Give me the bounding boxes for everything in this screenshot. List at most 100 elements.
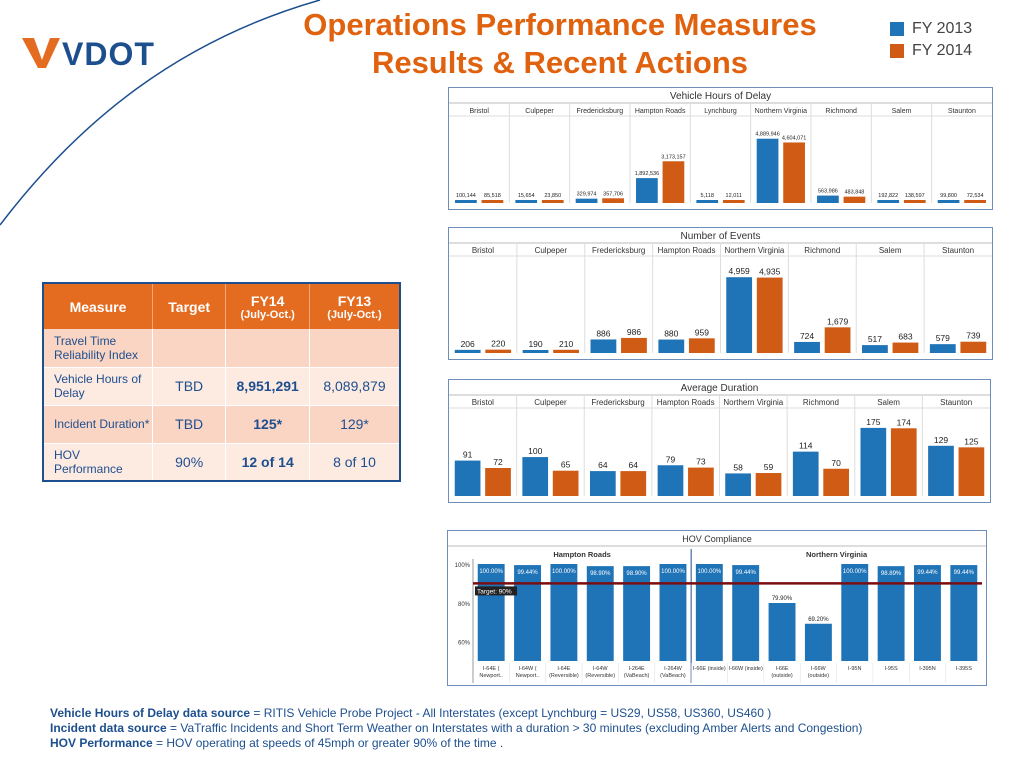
hov-bar-i-66w-outside xyxy=(804,623,832,661)
data-label-culpeper-fy-2014: 23,850 xyxy=(544,193,561,199)
data-label-bristol-fy-2014: 220 xyxy=(491,339,505,349)
data-label-fredericksburg-fy-2013: 64 xyxy=(598,460,608,470)
category-label-richmond: Richmond xyxy=(804,246,840,255)
data-label-salem-fy-2014: 683 xyxy=(898,332,912,342)
bar-salem-fy-2014 xyxy=(903,200,926,203)
hov-category-line: I-395N xyxy=(919,666,936,672)
hov-category-i-264w-vabeach: I-264W (VaBeach) xyxy=(660,666,686,679)
bar-culpeper-fy-2013 xyxy=(522,350,549,353)
bar-hampton-roads-fy-2014 xyxy=(662,161,685,203)
bar-staunton-fy-2014 xyxy=(960,341,987,353)
bar-richmond-fy-2014 xyxy=(843,196,866,203)
hov-category-line: I-95S xyxy=(885,666,898,672)
data-label-fredericksburg-fy-2013: 329,974 xyxy=(577,192,597,198)
data-label-richmond-fy-2014: 70 xyxy=(831,458,841,468)
bar-staunton-fy-2014 xyxy=(964,200,986,203)
category-label-salem: Salem xyxy=(892,108,912,115)
hov-value-i-66e-outside: 79.90% xyxy=(772,596,793,602)
data-label-culpeper-fy-2013: 100 xyxy=(528,446,542,456)
data-label-bristol-fy-2013: 206 xyxy=(461,339,475,349)
data-label-lynchburg-fy-2013: 5,118 xyxy=(701,193,714,199)
header-fy14-sub: (July-Oct.) xyxy=(240,308,295,321)
header-fy13: FY13 (July-Oct.) xyxy=(309,283,401,329)
data-label-salem-fy-2014: 138,597 xyxy=(905,193,925,199)
target-label-box xyxy=(475,586,517,596)
footer-hov-heading: HOV Performance xyxy=(50,736,153,750)
bar-northern-virginia-fy-2013 xyxy=(756,138,779,203)
data-label-culpeper-fy-2013: 15,654 xyxy=(518,193,535,199)
hov-bar-i-395n xyxy=(914,565,941,661)
cell-fy14: 12 of 14 xyxy=(225,443,310,482)
hov-category-i-64w-newport: I-64W (Newport.. xyxy=(516,666,540,679)
hov-value-i-264e-vabeach: 98.90% xyxy=(626,571,647,577)
data-label-northern-virginia-fy-2014: 4,604,071 xyxy=(782,135,806,141)
hov-category-line: I-66E xyxy=(775,666,788,672)
cell-measure: Travel Time Reliability Index xyxy=(43,329,153,368)
vdot-logo: VDOT xyxy=(20,34,170,72)
data-label-fredericksburg-fy-2013: 886 xyxy=(596,328,610,338)
hov-category-i-66w-inside: I-66W (inside) xyxy=(729,666,763,672)
hov-category-line: I-66E (inside) xyxy=(693,666,726,672)
category-label-northern-virginia: Northern Virginia xyxy=(723,398,783,407)
footer-delay-heading: Vehicle Hours of Delay data source xyxy=(50,706,251,720)
hov-bar-i-264e-vabeach xyxy=(623,566,651,661)
data-label-salem-fy-2013: 192,822 xyxy=(878,193,898,199)
cell-fy14: 8,951,291 xyxy=(225,367,310,406)
data-label-culpeper-fy-2013: 190 xyxy=(528,339,542,349)
cell-fy13: 129* xyxy=(309,405,401,444)
category-label-staunton: Staunton xyxy=(948,108,976,115)
category-label-staunton: Staunton xyxy=(940,398,972,407)
hov-value-i-64w-reversible: 98.90% xyxy=(590,571,611,577)
header-fy14-label: FY14 xyxy=(250,292,285,309)
footer-line-incident: Incident data source = VaTraffic Inciden… xyxy=(50,721,862,736)
category-label-richmond: Richmond xyxy=(825,108,857,115)
data-label-bristol-fy-2013: 100,144 xyxy=(456,193,476,199)
cell-fy14: 125* xyxy=(225,405,310,444)
hov-bar-i-64e-reversible xyxy=(550,564,578,661)
measures-table: Measure Target FY14 (July-Oct.) FY13 (Ju… xyxy=(42,282,401,482)
data-label-northern-virginia-fy-2013: 4,959 xyxy=(729,266,751,276)
category-label-hampton-roads: Hampton Roads xyxy=(657,398,715,407)
header-target: Target xyxy=(152,283,227,329)
page-title-line2: Results & Recent Actions xyxy=(371,45,749,80)
data-label-richmond-fy-2013: 563,986 xyxy=(818,189,838,195)
category-label-salem: Salem xyxy=(879,246,902,255)
hov-bar-i-395s xyxy=(950,565,978,661)
data-label-northern-virginia-fy-2013: 4,889,946 xyxy=(755,132,779,138)
data-label-bristol-fy-2014: 72 xyxy=(493,457,503,467)
bar-richmond-fy-2014 xyxy=(824,327,851,353)
bar-northern-virginia-fy-2014 xyxy=(783,142,805,203)
average-duration-chart: Average Duration Bristol 91 72 Culpeper 100 65… xyxy=(448,379,991,503)
category-label-fredericksburg: Fredericksburg xyxy=(591,398,644,407)
cell-target: 90% xyxy=(152,443,227,482)
hov-category-line: I-64E xyxy=(557,666,570,672)
category-label-bristol: Bristol xyxy=(472,246,494,255)
cell-fy13: 8,089,879 xyxy=(309,367,401,406)
page-title-line1: Operations Performance Measures xyxy=(303,7,817,42)
cell-measure: HOV Performance xyxy=(43,443,153,482)
number-of-events-svg: Number of Events Bristol 206 220 Culpeper 190… xyxy=(449,231,992,353)
bar-northern-virginia-fy-2013 xyxy=(726,277,753,353)
hov-category-line: (VaBeach) xyxy=(660,673,686,679)
hov-category-line: I-64E ( xyxy=(483,666,500,672)
footer-incident-heading: Incident data source xyxy=(50,721,167,735)
cell-fy14 xyxy=(225,329,310,368)
y-tick-60: 60% xyxy=(458,641,471,647)
cell-fy13: 8 of 10 xyxy=(309,443,401,482)
data-label-fredericksburg-fy-2014: 986 xyxy=(627,327,641,337)
bar-fredericksburg-fy-2013 xyxy=(589,471,616,496)
average-duration-svg: Average Duration Bristol 91 72 Culpeper 100 65… xyxy=(449,383,990,496)
hov-value-i-64e-reversible: 100.00% xyxy=(552,569,576,575)
data-label-salem-fy-2014: 174 xyxy=(897,417,911,427)
hov-value-i-395n: 99.44% xyxy=(917,570,938,576)
hov-category-line: I-264E xyxy=(628,666,645,672)
table-row: HOV Performance 90% 12 of 14 8 of 10 xyxy=(43,443,401,482)
vdot-logo-text: VDOT xyxy=(62,36,155,72)
hov-compliance-chart: HOV Compliance Hampton Roads Northern Virg… xyxy=(447,530,987,686)
header-fy13-sub: (July-Oct.) xyxy=(327,308,382,321)
hov-value-i-64e-newport: 100.00% xyxy=(479,569,503,575)
bar-fredericksburg-fy-2014 xyxy=(620,471,647,496)
bar-culpeper-fy-2014 xyxy=(553,349,579,353)
cell-target: TBD xyxy=(152,367,227,406)
